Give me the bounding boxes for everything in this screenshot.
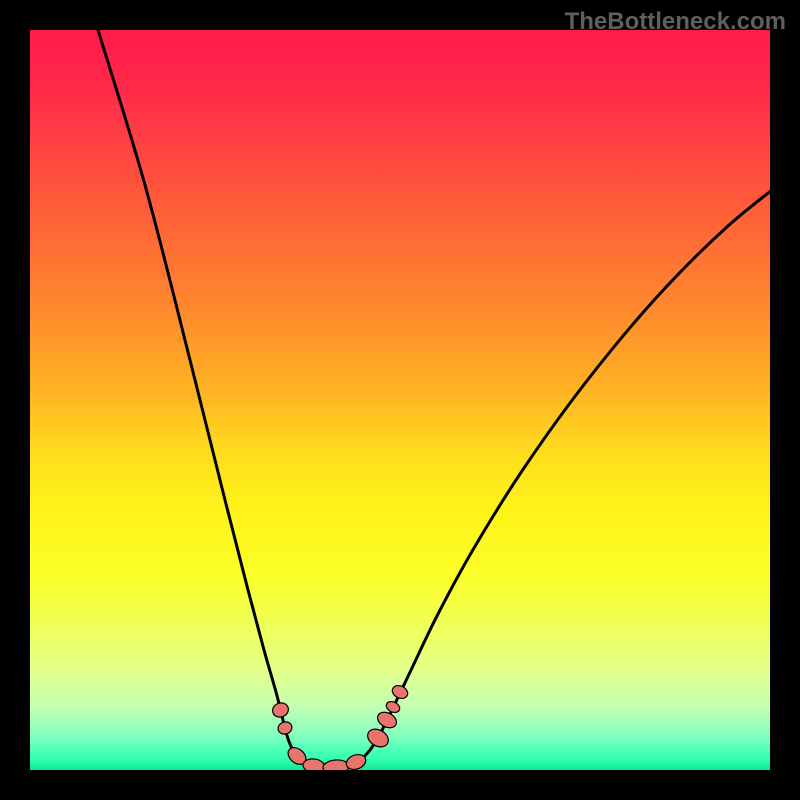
curve-marker: [302, 758, 326, 775]
curve-marker: [271, 701, 291, 720]
curve-marker: [364, 726, 391, 751]
curve-marker: [323, 759, 350, 775]
curve-markers: [271, 683, 410, 775]
curve-marker: [276, 720, 293, 736]
chart-svg: [0, 0, 800, 800]
bottleneck-curve: [98, 30, 798, 768]
curve-marker: [390, 683, 410, 701]
